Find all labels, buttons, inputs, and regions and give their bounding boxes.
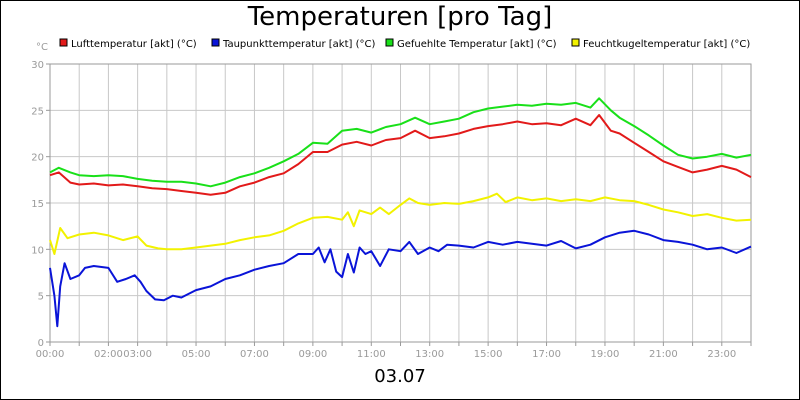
x-tick-label: 13:00 bbox=[415, 349, 444, 360]
x-tick-label: 05:00 bbox=[182, 349, 211, 360]
x-tick-label: 15:00 bbox=[474, 349, 503, 360]
y-tick-label: 10 bbox=[31, 245, 44, 256]
legend-swatch-1 bbox=[211, 38, 220, 47]
plot-border bbox=[49, 63, 752, 343]
series-lines bbox=[49, 97, 752, 328]
y-tick-label: 30 bbox=[31, 60, 44, 71]
legend: Lufttemperatur [akt] (°C) Taupunkttempera… bbox=[59, 38, 750, 50]
series-line-3 bbox=[49, 192, 752, 255]
y-tick-label: 0 bbox=[38, 338, 44, 349]
y-tick-label: 25 bbox=[31, 106, 44, 117]
series-line-0 bbox=[49, 114, 752, 196]
x-tick-label: 03:00 bbox=[123, 349, 152, 360]
x-tick-label: 00:00 bbox=[36, 349, 65, 360]
chart-title: Temperaturen [pro Tag] bbox=[247, 2, 553, 32]
x-tick-label: 09:00 bbox=[298, 349, 327, 360]
series-line-2 bbox=[49, 97, 752, 188]
y-tick-label: 15 bbox=[31, 199, 44, 210]
y-tick-label: 20 bbox=[31, 153, 44, 164]
legend-label-0: Lufttemperatur [akt] (°C) bbox=[71, 39, 197, 50]
legend-label-1: Taupunkttemperatur [akt] (°C) bbox=[222, 39, 375, 50]
date-label: 03.07 bbox=[374, 366, 426, 387]
legend-label-3: Feuchtkugeltemperatur [akt] (°C) bbox=[583, 39, 750, 50]
x-tick-label: 11:00 bbox=[357, 349, 386, 360]
x-tick-label: 23:00 bbox=[707, 349, 736, 360]
legend-label-2: Gefuehlte Temperatur [akt] (°C) bbox=[397, 39, 557, 50]
axes: 0 5 10 15 20 25 30 00:00 02:00 03:00 05:00 07:00 09:… bbox=[31, 42, 752, 360]
x-tick-label: 07:00 bbox=[240, 349, 269, 360]
legend-swatch-3 bbox=[571, 38, 580, 47]
x-tick-label: 21:00 bbox=[649, 349, 678, 360]
y-unit-label: °C bbox=[36, 42, 48, 53]
x-tick-label: 02:00 bbox=[94, 349, 123, 360]
x-tick-label: 19:00 bbox=[591, 349, 620, 360]
series-line-1 bbox=[49, 229, 752, 328]
x-tick-label: 17:00 bbox=[532, 349, 561, 360]
legend-swatch-2 bbox=[385, 38, 394, 47]
y-tick-label: 5 bbox=[38, 292, 44, 303]
legend-swatch-0 bbox=[59, 38, 68, 47]
